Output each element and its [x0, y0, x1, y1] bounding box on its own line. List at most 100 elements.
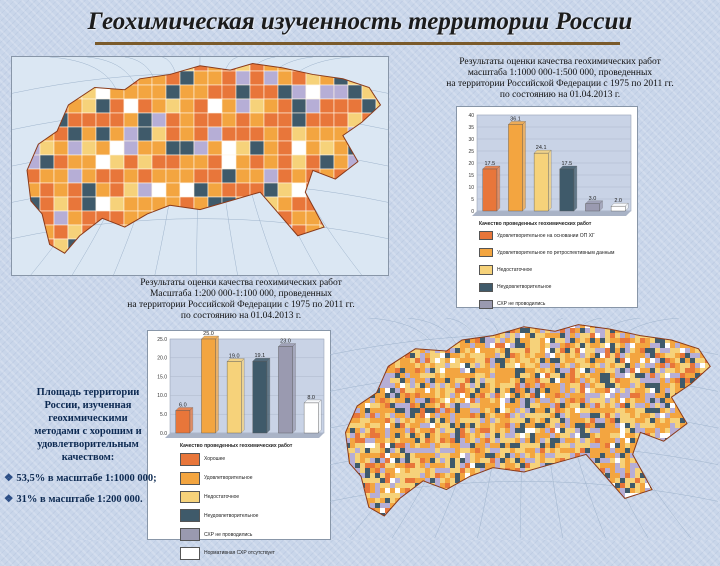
chart-bar [585, 200, 603, 212]
legend-swatch [180, 546, 200, 560]
y-tick-label: 5 [471, 197, 474, 203]
map-border [26, 63, 382, 254]
y-tick-label: 35 [468, 125, 474, 131]
chart-medium-scale-panel: 0.0 5.0 10.0 15.0 20.0 25.0 6.0 25.0 19.0 19.1 23.… [147, 330, 331, 560]
legend-item: Недостаточное [180, 490, 328, 504]
y-tick-label: 0.0 [160, 431, 167, 437]
legend-item: Неудовлетворительное [479, 282, 635, 292]
y-tick-label: 25.0 [157, 337, 167, 343]
title-underline [95, 42, 620, 45]
note-bullet-text: 53,5% в масштабе 1:1000 000; [16, 473, 157, 484]
legend-item: Нормативная СХР отсутствует [180, 546, 328, 560]
y-tick-label: 10 [468, 185, 474, 191]
chart-bar [559, 165, 578, 212]
legend-swatch [180, 471, 200, 485]
y-tick-label: 30 [468, 137, 474, 143]
legend-item: Удовлетворительное [180, 471, 328, 485]
chart-plot-area [169, 338, 325, 434]
legend-item: СХР не проводились [479, 299, 635, 309]
bar-value-label: 25.0 [203, 331, 214, 337]
legend-item: Хорошее [180, 453, 328, 466]
page-title: Геохимическая изученность территории Рос… [87, 8, 633, 35]
chart-bar [175, 407, 194, 434]
note-line: удовлетворительным [37, 439, 139, 450]
map-small-scale [11, 56, 389, 276]
map-border [345, 324, 711, 517]
y-tick-label: 40 [468, 113, 474, 119]
chart-small-scale-panel: 0 5 10 15 20 25 30 35 40 17.5 36.1 24.1 17.5 3.0 2.0 К… [456, 106, 638, 309]
legend-item: Неудовлетворительное [180, 509, 328, 523]
chart-bar [278, 343, 296, 434]
legend-label: СХР не проводились [497, 301, 546, 308]
bar-value-label: 23.0 [280, 339, 291, 345]
caption-line: Результаты оценки качества геохимических… [140, 278, 342, 288]
caption-line: на территории Российской Федерации с 197… [446, 79, 674, 89]
chart-small-scale: 0 5 10 15 20 25 30 35 40 17.5 36.1 24.1 17.5 3.0 2.0 [468, 113, 632, 216]
note-line: геохимическими [48, 413, 128, 424]
chart-floor [472, 211, 631, 216]
legend-label: Удовлетворительное на основании ОП ХГ [497, 232, 595, 239]
legend-swatch [180, 453, 200, 466]
note-line: качеством: [61, 452, 115, 463]
legend-label: Удовлетворительное [204, 475, 253, 482]
legend-swatch [479, 282, 493, 292]
legend-item: Недостаточное [479, 265, 635, 275]
y-tick-label: 15.0 [157, 374, 167, 380]
legend-swatch [479, 231, 493, 241]
chart-floor [165, 433, 324, 438]
chart-bar [533, 149, 552, 212]
chart-small-scale-legend: Качество проведенных геохимических работ… [479, 221, 635, 317]
caption-line: по состоянию на 01.04.2013 г. [499, 90, 621, 100]
note-bullet-text: 31% в масштабе 1:200 000. [16, 494, 143, 505]
chart-medium-scale-legend: Качество проведенных геохимических работ… [180, 443, 328, 566]
bar-value-label: 19.1 [254, 353, 265, 359]
bar-value-label: 36.1 [510, 116, 521, 122]
legend-title: Качество проведенных геохимических работ [479, 221, 592, 227]
caption-line: Результаты оценки качества геохимических… [459, 57, 661, 67]
summary-note: Площадь территории России, изученная гео… [4, 386, 172, 506]
legend-label: Нормативная СХР отсутствует [204, 550, 275, 557]
legend-label: Неудовлетворительное [497, 284, 552, 291]
y-tick-label: 15 [468, 173, 474, 179]
y-tick-label: 10.0 [157, 393, 167, 399]
legend-label: Удовлетворительное по ретроспективным да… [497, 249, 615, 256]
legend-swatch [479, 299, 493, 309]
legend-swatch [180, 490, 200, 504]
legend-label: Недостаточное [204, 493, 240, 500]
diamond-bullet-icon: ❖ [4, 494, 14, 505]
chart-bar [610, 202, 629, 212]
map-medium-scale-svg [330, 318, 718, 538]
legend-swatch [479, 248, 493, 258]
note-line: России, изученная [44, 400, 132, 411]
chart-bar [201, 335, 219, 434]
y-tick-label: 5.0 [160, 412, 167, 418]
chart-medium-scale: 0.0 5.0 10.0 15.0 20.0 25.0 6.0 25.0 19.0 19.1 23.… [157, 331, 325, 438]
legend-swatch [180, 528, 200, 541]
bar-value-label: 8.0 [307, 395, 315, 401]
y-tick-label: 0 [471, 209, 474, 215]
caption-medium-scale: Результаты оценки качества геохимических… [100, 278, 382, 322]
note-line: Площадь территории [36, 387, 140, 398]
legend-item: Удовлетворительное на основании ОП ХГ [479, 231, 635, 241]
legend-swatch [479, 265, 493, 275]
legend-label: СХР не проводились [204, 531, 253, 538]
bar-value-label: 19.0 [229, 354, 240, 360]
legend-label: Хорошее [204, 456, 226, 463]
y-tick-label: 20 [468, 161, 474, 167]
chart-bar [252, 357, 271, 434]
caption-line: по состоянию на 01.04.2013 г. [180, 311, 302, 321]
legend-swatch [180, 509, 200, 523]
note-bullet-medium-scale: ❖ 31% в масштабе 1:200 000. [4, 493, 172, 506]
bar-value-label: 17.5 [561, 161, 572, 167]
y-tick-label: 25 [468, 149, 474, 155]
chart-bar [482, 165, 501, 212]
legend-label: Недостаточное [497, 266, 533, 273]
caption-line: масштаба 1:1000 000-1:500 000, проведенн… [467, 68, 653, 78]
chart-bar [226, 358, 245, 434]
note-line: методами с хорошим и [34, 426, 142, 437]
caption-small-scale: Результаты оценки качества геохимических… [415, 57, 705, 101]
legend-label: Неудовлетворительное [204, 512, 259, 519]
bar-value-label: 17.5 [484, 161, 495, 167]
note-bullet-small-scale: ❖ 53,5% в масштабе 1:1000 000; [4, 472, 172, 485]
bar-value-label: 24.1 [536, 145, 547, 151]
